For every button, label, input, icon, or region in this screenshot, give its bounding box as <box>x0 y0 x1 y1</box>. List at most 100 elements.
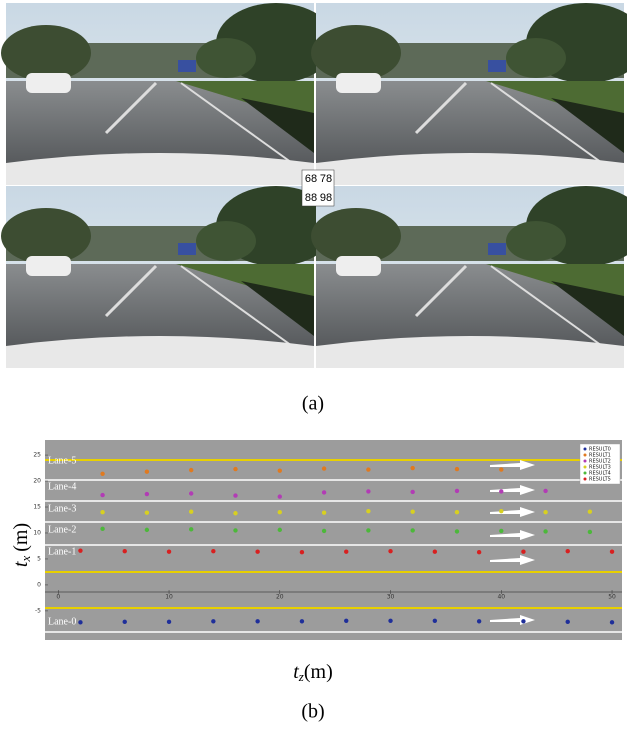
point <box>233 493 237 497</box>
lane-label: Lane-2 <box>48 524 76 535</box>
point <box>278 468 282 472</box>
point <box>145 469 149 473</box>
point <box>211 549 215 553</box>
point <box>322 529 326 533</box>
point <box>78 620 82 624</box>
point <box>566 620 570 624</box>
y-tick-label: 25 <box>33 452 41 459</box>
legend-marker <box>584 448 587 451</box>
frame-number: 98 <box>320 192 332 204</box>
point <box>189 509 193 513</box>
point <box>145 492 149 496</box>
x-axis-label: tz(m) <box>293 661 333 684</box>
legend-marker <box>584 466 587 469</box>
frame-number: 88 <box>305 192 317 204</box>
point <box>521 549 525 553</box>
legend-marker <box>584 478 587 481</box>
point <box>211 619 215 623</box>
x-tick-label: 0 <box>56 594 60 601</box>
unit: (m) <box>304 661 333 683</box>
x-tick-label: 20 <box>276 594 284 601</box>
point <box>410 528 414 532</box>
point <box>189 491 193 495</box>
point <box>100 527 104 531</box>
point <box>100 493 104 497</box>
point <box>588 509 592 513</box>
point <box>455 467 459 471</box>
y-tick-label: 20 <box>33 478 41 485</box>
point <box>366 509 370 513</box>
point <box>255 619 259 623</box>
point <box>322 466 326 470</box>
point <box>78 548 82 552</box>
y-axis-label: tx(m) <box>10 523 33 567</box>
x-tick-label: 50 <box>608 594 616 601</box>
point <box>167 549 171 553</box>
y-tick-label: -5 <box>35 607 41 614</box>
legend-marker <box>584 472 587 475</box>
point <box>610 549 614 553</box>
point <box>233 467 237 471</box>
point <box>410 509 414 513</box>
point <box>278 528 282 532</box>
lane-label: Lane-3 <box>48 503 76 514</box>
video-frame <box>311 3 627 185</box>
point <box>233 528 237 532</box>
video-frame <box>311 186 627 368</box>
frame-number: 68 <box>305 173 317 185</box>
point <box>521 619 525 623</box>
point <box>189 468 193 472</box>
point <box>145 528 149 532</box>
lane-label: Lane-0 <box>48 616 76 627</box>
video-frame <box>1 3 336 185</box>
x-tick-label: 10 <box>165 594 173 601</box>
point <box>255 549 259 553</box>
point <box>610 620 614 624</box>
point <box>543 510 547 514</box>
point <box>477 550 481 554</box>
point <box>100 472 104 476</box>
point <box>300 619 304 623</box>
point <box>477 619 481 623</box>
svg-text:tx(m): tx(m) <box>10 523 33 567</box>
point <box>322 490 326 494</box>
point <box>499 467 503 471</box>
x-tick-label: 40 <box>497 594 505 601</box>
legend-label: RESULT5 <box>589 477 611 483</box>
point <box>233 511 237 515</box>
y-tick-label: 15 <box>33 504 41 511</box>
video-frame <box>1 186 336 368</box>
sub: x <box>18 556 33 563</box>
legend-marker <box>584 460 587 463</box>
point <box>410 490 414 494</box>
point <box>388 549 392 553</box>
legend-marker <box>584 454 587 457</box>
figure: 68 78 88 98 (a) (b) tx(m) tz(m) 25 20 15 10… <box>0 0 627 736</box>
y-tick-label: 10 <box>33 529 41 536</box>
point <box>433 619 437 623</box>
plot-area <box>45 440 622 640</box>
point <box>410 466 414 470</box>
point <box>366 467 370 471</box>
point <box>167 620 171 624</box>
point <box>100 510 104 514</box>
point <box>388 619 392 623</box>
point <box>322 511 326 515</box>
y-tick-label: 5 <box>37 555 41 562</box>
point <box>588 530 592 534</box>
point <box>344 619 348 623</box>
frame-number: 78 <box>320 173 332 185</box>
point <box>455 489 459 493</box>
panel-label: (b) <box>301 701 324 723</box>
point <box>499 529 503 533</box>
point <box>455 529 459 533</box>
point <box>300 550 304 554</box>
lane-label: Lane-1 <box>48 546 76 557</box>
y-tick-label: 0 <box>37 581 41 588</box>
point <box>123 620 127 624</box>
point <box>433 549 437 553</box>
x-tick-label: 30 <box>387 594 395 601</box>
point <box>366 489 370 493</box>
point <box>278 494 282 498</box>
panel-label: (a) <box>302 393 324 415</box>
